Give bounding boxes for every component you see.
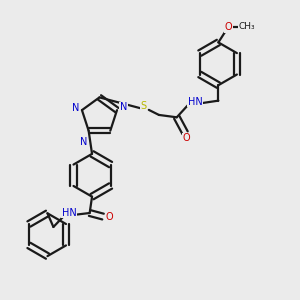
Text: N: N: [72, 103, 79, 113]
Text: O: O: [105, 212, 113, 222]
Text: N: N: [120, 102, 127, 112]
Text: N: N: [80, 137, 88, 147]
Text: O: O: [225, 22, 232, 32]
Text: CH₃: CH₃: [239, 22, 256, 32]
Text: HN: HN: [62, 208, 77, 218]
Text: O: O: [183, 133, 190, 143]
Text: HN: HN: [188, 97, 203, 107]
Text: S: S: [140, 101, 146, 111]
